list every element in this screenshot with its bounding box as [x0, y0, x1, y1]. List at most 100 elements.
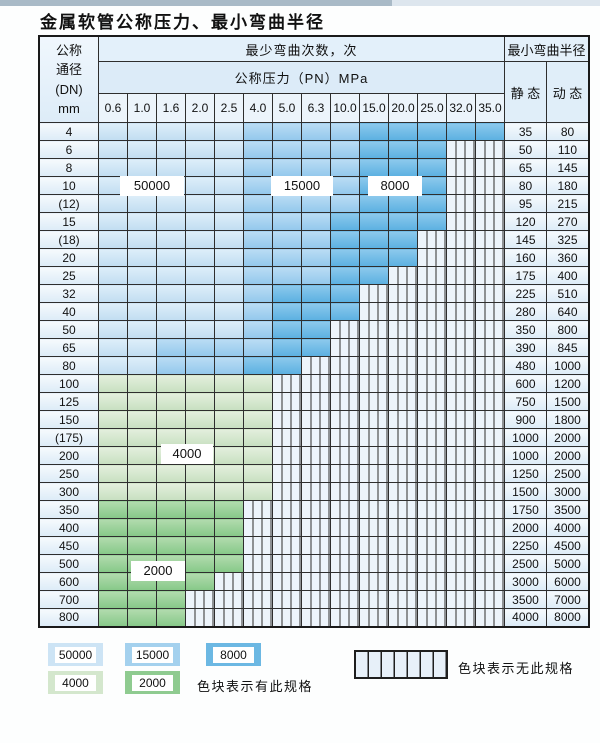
no-spec-cell [359, 464, 389, 483]
cycle-spec-cell [243, 482, 273, 501]
cycle-spec-cell [446, 122, 476, 141]
no-spec-cell [388, 500, 418, 519]
cycle-spec-cell [156, 158, 186, 177]
no-spec-cell [388, 572, 418, 591]
no-spec-cell [359, 500, 389, 519]
no-spec-cell [388, 446, 418, 465]
no-spec-cell [388, 518, 418, 537]
dn-cell: 800 [38, 608, 99, 627]
static-value: 1750 [504, 500, 547, 519]
no-spec-cell [475, 428, 505, 447]
cycle-spec-cell [214, 122, 244, 141]
table-row: 800 4000 8000 [38, 608, 590, 627]
cycle-spec-cell [388, 248, 418, 267]
legend-swatch-50000: 50000 [48, 643, 103, 666]
no-spec-cell [301, 428, 331, 447]
cycle-spec-cell [214, 500, 244, 519]
table-row: 400 2000 4000 [38, 518, 590, 537]
table-row: 80 480 1000 [38, 356, 590, 375]
cycle-count-label: 50000 [120, 176, 184, 196]
static-value: 3500 [504, 590, 547, 609]
no-spec-cell [446, 176, 476, 195]
cycle-spec-cell [301, 140, 331, 159]
no-spec-cell [417, 320, 447, 339]
no-spec-cell [359, 320, 389, 339]
cycle-spec-cell [243, 284, 273, 303]
cycle-spec-cell [98, 608, 128, 627]
corner-header-line: mm [58, 101, 80, 116]
dn-cell: 15 [38, 212, 99, 231]
cycle-spec-cell [185, 374, 215, 393]
no-spec-cell [243, 554, 273, 573]
no-spec-cell [272, 374, 302, 393]
dynamic-value: 2500 [546, 464, 590, 483]
dynamic-value: 2000 [546, 428, 590, 447]
no-spec-cell [446, 320, 476, 339]
cycle-spec-cell [98, 572, 128, 591]
no-spec-cell [417, 554, 447, 573]
static-value: 1000 [504, 446, 547, 465]
cycle-spec-cell [359, 266, 389, 285]
dynamic-value: 510 [546, 284, 590, 303]
cycle-spec-cell [301, 320, 331, 339]
cycle-spec-cell [359, 158, 389, 177]
static-value: 2500 [504, 554, 547, 573]
cycle-spec-cell [214, 554, 244, 573]
cycle-spec-cell [127, 410, 157, 429]
no-spec-cell [417, 428, 447, 447]
cycle-spec-cell [127, 608, 157, 627]
cycle-spec-cell [243, 122, 273, 141]
cycle-spec-cell [156, 518, 186, 537]
cycle-spec-cell [417, 194, 447, 213]
cycle-spec-cell [272, 248, 302, 267]
cycle-spec-cell [185, 482, 215, 501]
cycle-spec-cell [214, 320, 244, 339]
dn-cell: 6 [38, 140, 99, 159]
cycle-spec-cell [185, 320, 215, 339]
no-spec-cell [417, 230, 447, 249]
cycle-spec-cell [185, 158, 215, 177]
no-spec-cell [446, 248, 476, 267]
dn-cell: 40 [38, 302, 99, 321]
no-spec-cell [330, 572, 360, 591]
cycle-spec-cell [127, 284, 157, 303]
no-spec-cell [388, 608, 418, 627]
dn-cell: 8 [38, 158, 99, 177]
no-spec-cell [243, 608, 273, 627]
cycle-spec-cell [98, 392, 128, 411]
cycle-spec-cell [185, 140, 215, 159]
cycle-spec-cell [417, 140, 447, 159]
cycle-spec-cell [156, 428, 186, 447]
cycle-spec-cell [98, 302, 128, 321]
cycle-spec-cell [272, 212, 302, 231]
cycle-spec-cell [330, 176, 360, 195]
no-spec-cell [446, 230, 476, 249]
pressure-column-header: 1.6 [156, 93, 186, 123]
no-spec-cell [388, 428, 418, 447]
no-spec-cell [272, 518, 302, 537]
table-row: 150 900 1800 [38, 410, 590, 429]
cycle-spec-cell [127, 194, 157, 213]
dn-cell: 4 [38, 122, 99, 141]
cycle-spec-cell [127, 374, 157, 393]
no-spec-cell [359, 572, 389, 591]
no-spec-cell [388, 392, 418, 411]
no-spec-cell [330, 428, 360, 447]
corner-header-line: 通径 [55, 62, 82, 77]
static-value: 80 [504, 176, 547, 195]
no-spec-cell [301, 590, 331, 609]
cycle-spec-cell [214, 446, 244, 465]
dn-cell: 450 [38, 536, 99, 555]
cycle-spec-cell [185, 284, 215, 303]
no-spec-cell [446, 608, 476, 627]
cycle-spec-cell [156, 392, 186, 411]
cycle-spec-cell [243, 374, 273, 393]
cycle-spec-cell [98, 464, 128, 483]
dynamic-value: 1500 [546, 392, 590, 411]
dynamic-value: 80 [546, 122, 590, 141]
dynamic-value: 845 [546, 338, 590, 357]
dynamic-value: 400 [546, 266, 590, 285]
dynamic-value: 215 [546, 194, 590, 213]
cycle-spec-cell [127, 356, 157, 375]
static-value: 95 [504, 194, 547, 213]
